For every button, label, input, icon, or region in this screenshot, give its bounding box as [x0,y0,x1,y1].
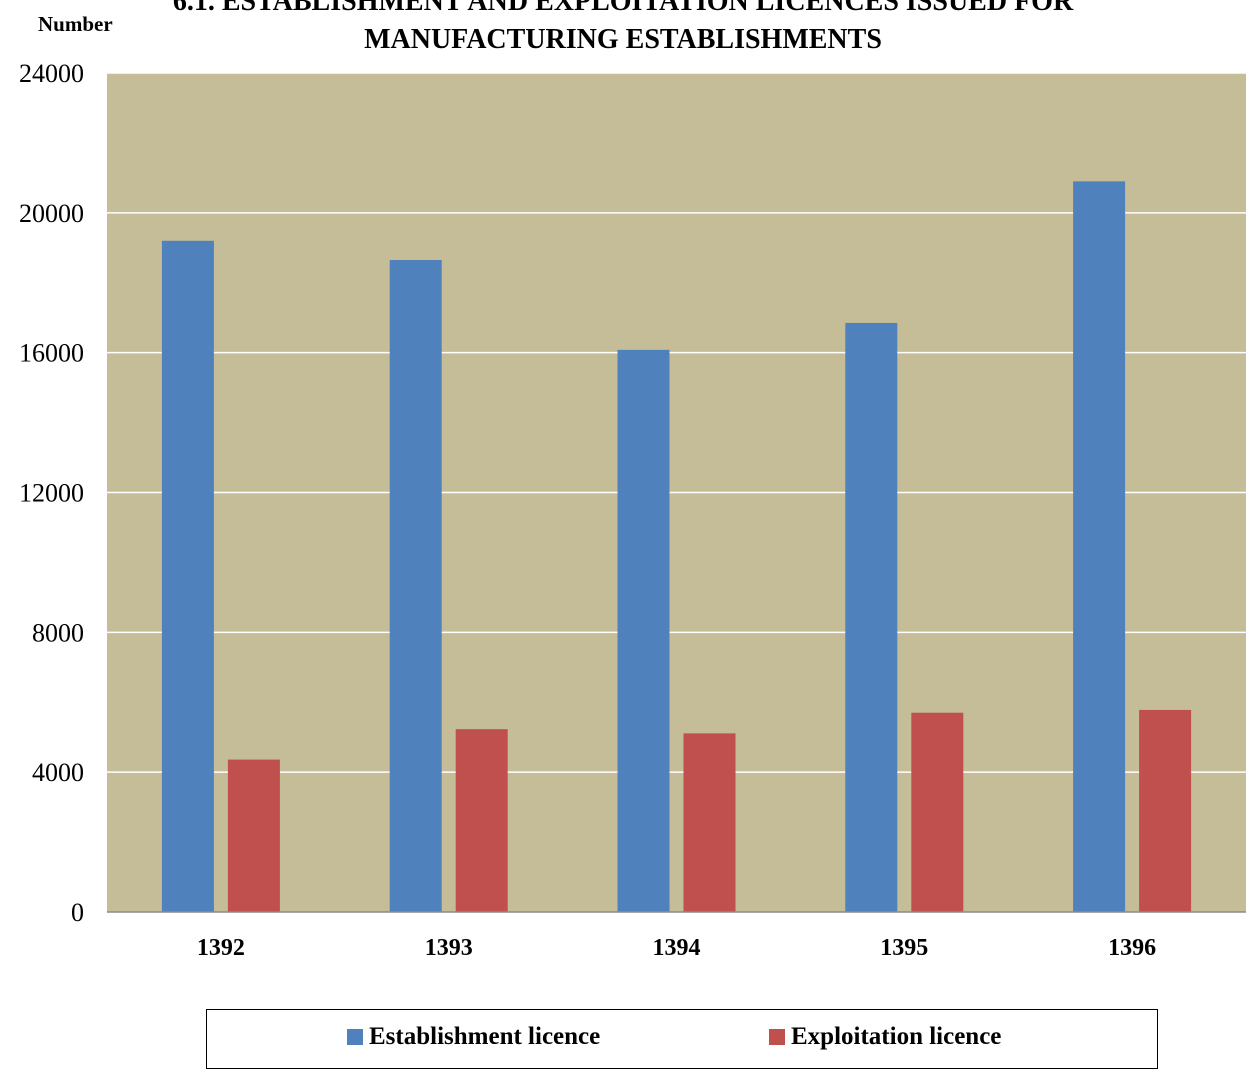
y-tick-label: 12000 [19,479,84,508]
x-tick-label: 1392 [197,935,245,961]
bar-establishment-1393 [389,260,442,912]
y-tick-label: 8000 [32,618,84,647]
bar-exploitation-1396 [1139,709,1192,912]
bars [161,181,1192,913]
chart-title-line-1: 6.1. ESTABLISHMENT AND EXPLOITATION LICE… [172,0,1074,17]
legend-swatch-establishment [347,1029,363,1045]
y-tick-label: 0 [71,898,84,927]
bar-establishment-1395 [845,322,898,912]
legend-swatch-exploitation [769,1029,785,1045]
legend: Establishment licence Exploitation licen… [206,1009,1158,1069]
bar-exploitation-1394 [683,733,736,912]
gridlines [107,72,1246,773]
bar-exploitation-1395 [911,712,964,912]
bar-establishment-1392 [161,240,214,913]
legend-item-establishment: Establishment licence [347,1023,600,1051]
legend-label-establishment: Establishment licence [369,1023,601,1050]
bar-exploitation-1392 [227,759,280,912]
bar-exploitation-1393 [455,729,508,912]
x-tick-label: 1396 [1108,935,1156,961]
bar-establishment-1396 [1073,181,1126,912]
y-tick-label: 24000 [19,59,84,88]
legend-item-exploitation: Exploitation licence [769,1023,1001,1051]
x-tick-label: 1394 [653,935,701,961]
y-axis-label: Number [38,12,113,36]
y-tick-label: 20000 [19,199,84,228]
x-tick-labels: 1392 1393 1394 1395 1396 [197,935,1156,961]
x-tick-label: 1395 [880,935,928,961]
y-tick-label: 4000 [32,758,84,787]
chart-title-line-2: MANUFACTURING ESTABLISHMENTS [364,24,882,55]
legend-label-exploitation: Exploitation licence [791,1023,1002,1050]
y-tick-labels: 0 4000 8000 12000 16000 20000 24000 [19,59,84,927]
x-tick-label: 1393 [425,935,473,961]
bar-establishment-1394 [617,349,670,912]
y-tick-label: 16000 [19,339,84,368]
